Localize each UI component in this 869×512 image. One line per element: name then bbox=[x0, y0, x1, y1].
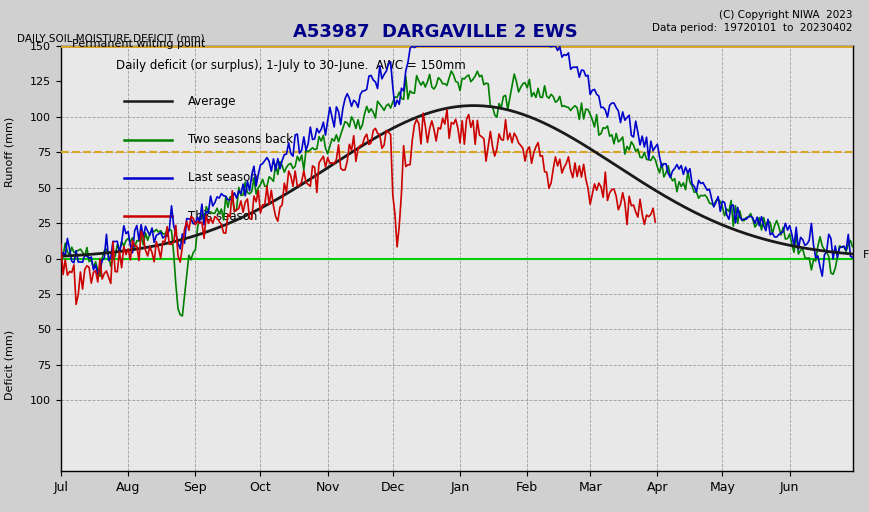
Text: A53987  DARGAVILLE 2 EWS: A53987 DARGAVILLE 2 EWS bbox=[292, 23, 577, 41]
Two seasons back bbox=[645, 157, 655, 163]
This season bbox=[257, 202, 268, 208]
Two seasons back bbox=[446, 68, 456, 74]
Average bbox=[56, 253, 66, 259]
Last season bbox=[816, 273, 826, 279]
This season bbox=[196, 219, 207, 225]
Text: Deficit (mm): Deficit (mm) bbox=[4, 330, 15, 400]
Two seasons back bbox=[846, 244, 857, 250]
Two seasons back bbox=[177, 313, 188, 319]
Two seasons back bbox=[192, 224, 202, 230]
Last season bbox=[218, 193, 229, 199]
Line: Last season: Last season bbox=[61, 46, 852, 276]
Last season bbox=[846, 254, 857, 261]
Text: Data period:  19720101  to  20230402: Data period: 19720101 to 20230402 bbox=[652, 23, 852, 33]
Average bbox=[190, 232, 201, 239]
Line: This season: This season bbox=[61, 110, 654, 305]
Last season bbox=[134, 237, 144, 243]
Text: Last season: Last season bbox=[188, 172, 257, 184]
Text: Field capacity: Field capacity bbox=[862, 250, 869, 260]
Average bbox=[134, 246, 144, 252]
Two seasons back bbox=[487, 103, 497, 110]
Text: Permanent wilting point: Permanent wilting point bbox=[71, 39, 205, 49]
Last season bbox=[485, 43, 495, 49]
This season bbox=[56, 241, 66, 247]
This season bbox=[428, 126, 439, 133]
Average bbox=[600, 155, 610, 161]
Average bbox=[485, 103, 495, 110]
Line: Two seasons back: Two seasons back bbox=[61, 71, 852, 316]
Text: (C) Copyright NIWA  2023: (C) Copyright NIWA 2023 bbox=[719, 10, 852, 20]
Text: DAILY SOIL MOISTURE DEFICIT (mm): DAILY SOIL MOISTURE DEFICIT (mm) bbox=[17, 33, 205, 44]
This season bbox=[441, 106, 452, 113]
Last season bbox=[56, 255, 66, 261]
This season bbox=[70, 302, 81, 308]
Average bbox=[846, 251, 857, 257]
Text: Two seasons back: Two seasons back bbox=[188, 133, 292, 146]
This season bbox=[387, 191, 397, 198]
Average bbox=[468, 102, 478, 109]
Text: Average: Average bbox=[188, 95, 235, 108]
Two seasons back bbox=[56, 257, 66, 263]
This season bbox=[649, 219, 660, 225]
Last season bbox=[190, 220, 201, 226]
Last season bbox=[600, 107, 610, 113]
Two seasons back bbox=[601, 123, 612, 129]
Last season bbox=[643, 156, 653, 162]
This season bbox=[474, 132, 484, 138]
Two seasons back bbox=[220, 194, 230, 200]
This season bbox=[413, 121, 423, 127]
Average bbox=[643, 183, 653, 189]
Text: This season: This season bbox=[188, 209, 256, 223]
Two seasons back bbox=[134, 238, 144, 244]
Average bbox=[218, 222, 229, 228]
Text: Daily deficit (or surplus), 1-July to 30-June.  AWC = 150mm: Daily deficit (or surplus), 1-July to 30… bbox=[116, 59, 466, 72]
Line: Average: Average bbox=[61, 105, 852, 256]
Text: Runoff (mm): Runoff (mm) bbox=[4, 117, 15, 187]
Last season bbox=[407, 43, 417, 49]
